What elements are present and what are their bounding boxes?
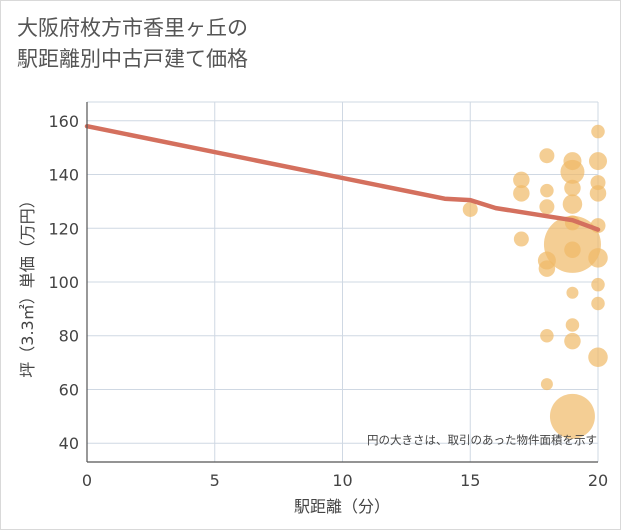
data-point-bubble	[564, 242, 581, 259]
y-tick-label: 120	[48, 219, 79, 238]
data-point-bubble	[539, 199, 554, 214]
data-point-bubble	[591, 175, 606, 190]
y-tick-label: 100	[48, 273, 79, 292]
data-point-bubble	[513, 185, 530, 202]
data-point-bubble	[566, 287, 578, 299]
data-point-bubble	[540, 184, 554, 198]
data-point-bubble	[463, 202, 478, 217]
gridlines	[87, 102, 598, 462]
x-axis-label: 駅距離（分）	[294, 497, 390, 516]
y-axis-label: 坪（3.3㎡）単価（万円）	[18, 192, 37, 377]
y-tick-label: 80	[59, 327, 79, 346]
data-point-bubble	[514, 232, 529, 247]
data-point-bubble	[539, 148, 554, 163]
data-point-bubble	[563, 152, 581, 170]
data-point-bubble	[563, 194, 583, 214]
data-point-bubble	[540, 329, 554, 343]
x-tick-label: 10	[332, 471, 352, 490]
data-point-bubble	[564, 333, 581, 350]
data-point-bubble	[588, 248, 608, 268]
data-point-bubble	[564, 180, 581, 197]
data-point-bubble	[566, 318, 580, 332]
data-point-bubble	[591, 125, 605, 139]
size-legend-note: 円の大きさは、取引のあった物件面積を示す	[367, 433, 597, 447]
x-tick-label: 0	[82, 471, 92, 490]
data-point-bubble	[541, 378, 553, 390]
x-tick-label: 15	[460, 471, 480, 490]
y-tick-label: 60	[59, 380, 79, 399]
y-tick-label: 140	[48, 166, 79, 185]
data-point-bubble	[591, 297, 605, 311]
chart-frame: 大阪府枚方市香里ヶ丘の 駅距離別中古戸建て価格 40 60 80 100 120 140 1…	[0, 0, 621, 530]
data-point-bubble	[588, 347, 608, 367]
y-tick-label: 160	[48, 112, 79, 131]
chart-svg: 40 60 80 100 120 140 160 0 5 10 15 20 円の大きさは、取引のあった…	[1, 1, 620, 529]
x-tick-label: 20	[588, 471, 608, 490]
data-point-bubble	[591, 278, 605, 292]
data-point-bubble	[589, 152, 607, 170]
data-point-bubble	[539, 260, 556, 277]
y-tick-label: 40	[59, 434, 79, 453]
x-tick-label: 5	[210, 471, 220, 490]
